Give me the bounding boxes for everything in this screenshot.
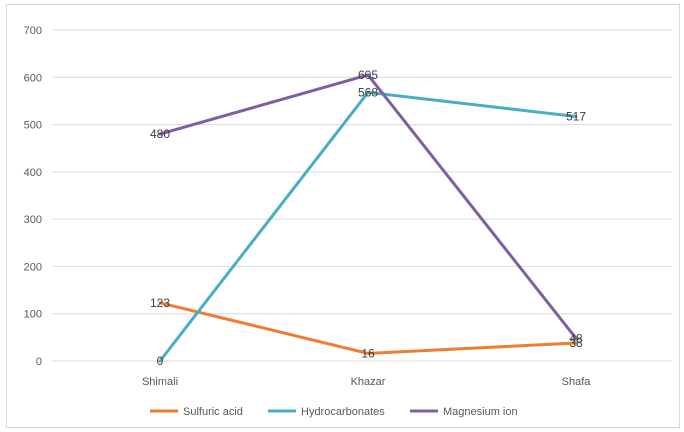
legend-label: Magnesium ion [443, 406, 518, 418]
data-label: 123 [150, 296, 170, 310]
chart-frame [6, 4, 680, 428]
series-line [158, 73, 578, 340]
series-line [158, 90, 578, 363]
data-label: 568 [358, 85, 378, 99]
y-tick-label: 700 [24, 25, 42, 37]
series-line [158, 301, 578, 355]
y-tick-label: 200 [24, 261, 42, 273]
data-label: 48 [569, 331, 583, 345]
y-tick-label: 300 [24, 214, 42, 226]
y-tick-label: 0 [36, 356, 42, 368]
data-label: 38 [569, 336, 583, 350]
x-tick-label: Shimali [142, 376, 178, 388]
data-label: 605 [358, 68, 378, 82]
y-tick-label: 600 [24, 72, 42, 84]
series-lines [158, 73, 578, 363]
data-label: 480 [150, 127, 170, 141]
y-tick-label: 500 [24, 120, 42, 132]
data-label: 517 [566, 110, 586, 124]
y-tick-label: 100 [24, 309, 42, 321]
y-axis-ticks: 0 100 200 300 400 500 600 700 [24, 25, 42, 368]
data-labels: 123 16 38 0 568 517 480 605 48 [150, 68, 586, 368]
gridlines [52, 29, 672, 362]
x-axis-ticks: Shimali Khazar Shafa [142, 376, 591, 388]
x-tick-label: Khazar [351, 376, 386, 388]
y-tick-label: 400 [24, 167, 42, 179]
legend-label: Hydrocarbonates [301, 406, 385, 418]
data-label: 0 [157, 354, 164, 368]
x-tick-label: Shafa [562, 376, 592, 388]
data-label: 16 [361, 346, 375, 360]
legend-label: Sulfuric acid [183, 406, 243, 418]
legend: Sulfuric acid Hydrocarbonates Magnesium io… [150, 406, 518, 418]
